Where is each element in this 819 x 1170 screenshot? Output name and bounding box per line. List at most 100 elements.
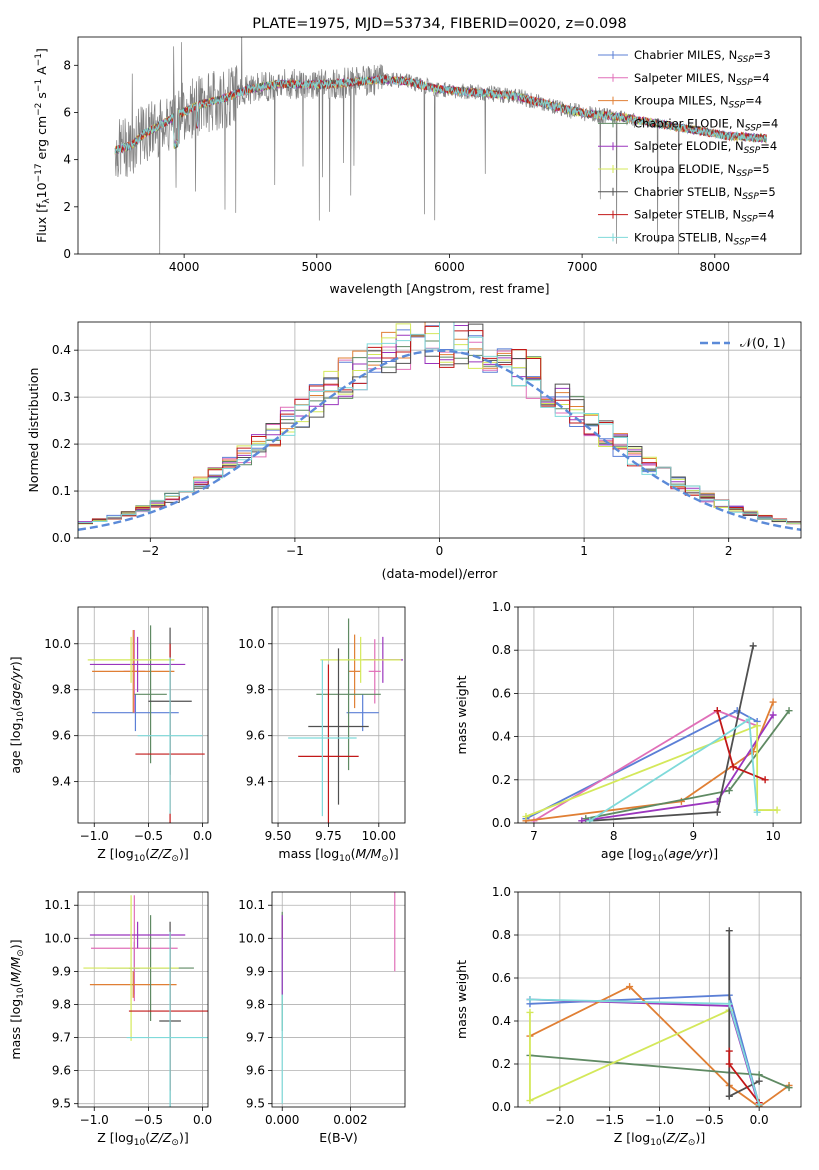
- legend-item: Salpeter ELODIE, NSSP​=4: [598, 139, 777, 156]
- legend-label-part: SSP: [742, 192, 759, 202]
- axes-frame: [77, 36, 802, 255]
- series-marker: [522, 813, 530, 821]
- y-tick-label: 9.6: [52, 729, 71, 743]
- legend-item: Kroupa MILES, NSSP​=4: [598, 94, 762, 111]
- legend-label-part: SSP: [729, 101, 746, 111]
- y-tick-label: 0.0: [492, 1100, 511, 1114]
- y-axis-label-part: )]: [8, 939, 23, 949]
- series-marker: [773, 806, 781, 814]
- y-tick-label: 0.4: [52, 343, 71, 357]
- x-tick-label: 0.0: [193, 829, 212, 843]
- legend-label-part: =3: [754, 48, 771, 62]
- spectrum-panel: PLATE=1975, MJD=53734, FIBERID=0020, z=0…: [34, 16, 802, 296]
- x-axis-label-part: Z/Z: [666, 1130, 689, 1145]
- x-tick-label: 9.50: [265, 829, 292, 843]
- series-marker: [749, 748, 757, 756]
- legend-label-part: Salpeter MILES, N: [634, 71, 736, 85]
- error-bar-point: [89, 636, 186, 693]
- x-axis-label: E(B-V): [319, 1130, 358, 1145]
- legend-label-part: Kroupa MILES, N: [634, 94, 729, 108]
- x-tick-label: 0: [436, 544, 444, 558]
- y-tick-label: 0.2: [492, 773, 511, 787]
- z-weight-plot-area: [526, 927, 793, 1107]
- y-tick-label: 9.9: [52, 964, 71, 978]
- legend-item: Salpeter STELIB, NSSP​=4: [598, 208, 775, 225]
- x-axis-label-part: 10: [652, 854, 664, 864]
- residual-panel: −2 −1 0 1 2 0.0 0.1 0.2 0.3 0.4 (data-model)/error…: [26, 321, 802, 581]
- x-axis-label: Z [log10​(Z/Z⊙​)]: [97, 846, 188, 864]
- series-marker: [749, 642, 757, 650]
- y-axis-label-part: ]: [34, 48, 49, 53]
- legend-label-part: =4: [758, 208, 775, 222]
- x-tick-label: −0.5: [134, 829, 163, 843]
- x-tick-label: −1: [286, 544, 304, 558]
- y-axis-label: Normed distribution: [26, 368, 41, 493]
- y-axis-label-part: (: [8, 982, 23, 987]
- y-tick-label: 10.1: [44, 898, 71, 912]
- error-bar-point: [348, 634, 361, 709]
- x-axis-label-part: Z [log: [614, 1130, 650, 1145]
- x-tick-label: −0.5: [695, 1113, 724, 1127]
- axes-frame: [517, 606, 802, 824]
- error-bar-point: [308, 648, 369, 805]
- y-axis-label-part: mass [log: [8, 999, 23, 1060]
- series-marker: [755, 1077, 763, 1085]
- y-tick-label: 9.5: [246, 1097, 265, 1111]
- error-bar-point: [298, 664, 359, 823]
- legend-label: Chabrier MILES, NSSP​=3: [634, 48, 771, 65]
- legend-label-part: Salpeter ELODIE, N: [634, 139, 744, 153]
- legend-item: Chabrier MILES, NSSP​=3: [598, 48, 771, 65]
- y-tick-label: 9.8: [52, 997, 71, 1011]
- y-axis-label: mass weight: [454, 675, 469, 754]
- age-weight-panel: 7 8 9 10 0.0 0.2 0.4 0.6 0.8 1.0 age [log10​(age/y…: [454, 600, 802, 864]
- x-axis-label: Z [log10​(Z/Z⊙​)]: [97, 1130, 188, 1148]
- y-axis-label-part: 10: [16, 711, 26, 723]
- x-tick-label: 9: [690, 829, 698, 843]
- x-axis-label-part: (: [662, 1130, 667, 1145]
- y-tick-label: 9.7: [52, 1031, 71, 1045]
- x-axis-label-part: age/yr: [668, 846, 709, 861]
- y-tick-label: 9.4: [246, 775, 265, 789]
- x-axis-label-part: (: [145, 1130, 150, 1145]
- series-marker: [761, 776, 769, 784]
- legend-label-part: SSP: [737, 55, 754, 65]
- series-line: [529, 1054, 790, 1089]
- legend-label-part: Chabrier STELIB, N: [634, 185, 742, 199]
- legend-label-part: =4: [761, 116, 778, 130]
- y-tick-label: 9.4: [52, 775, 71, 789]
- x-tick-label: 7000: [567, 260, 598, 274]
- y-axis-label-part: age/yr: [8, 665, 23, 706]
- spectrum-plot-area: [114, 37, 767, 254]
- series-marker: [725, 1047, 733, 1055]
- x-axis-label-part: (: [663, 846, 668, 861]
- y-tick-label: 10.0: [238, 931, 265, 945]
- y-axis-label: Flux [fλ​10−17​ erg cm−2​ s−1​ A−1​]: [34, 48, 52, 243]
- legend-label-part: SSP: [745, 123, 762, 133]
- error-bar-point: [316, 618, 381, 771]
- legend-item: Salpeter MILES, NSSP​=4: [598, 71, 770, 88]
- y-tick-label: 10.1: [238, 898, 265, 912]
- y-axis-label-part: s: [34, 92, 49, 103]
- series-marker: [526, 1008, 534, 1016]
- series-marker: [578, 817, 586, 823]
- x-axis-label-part: ⊙: [381, 854, 389, 864]
- series-line: [529, 998, 761, 1107]
- legend-label-part: SSP: [741, 215, 758, 225]
- age-weight-plot-area: [522, 642, 793, 823]
- error-bar-point: [126, 931, 208, 1107]
- x-tick-label: −2.0: [545, 1113, 574, 1127]
- x-tick-label: −1.0: [80, 829, 109, 843]
- x-tick-label: 1: [580, 544, 588, 558]
- legend-label: Salpeter MILES, NSSP​=4: [634, 71, 770, 88]
- legend-label: Kroupa MILES, NSSP​=4: [634, 94, 762, 111]
- x-axis-label-part: age [log: [601, 846, 652, 861]
- z-mass-plot-area: [83, 895, 208, 1107]
- y-tick-label: 0.2: [52, 437, 71, 451]
- series-marker: [745, 715, 753, 723]
- z-age-plot-area: [87, 625, 205, 823]
- y-tick-label: 0.4: [492, 730, 511, 744]
- x-tick-label: 7: [530, 829, 538, 843]
- x-tick-label: 9.75: [315, 829, 342, 843]
- y-tick-label: 0: [63, 247, 71, 261]
- y-axis-label: mass [log10​(M/M⊙​)]: [8, 939, 26, 1059]
